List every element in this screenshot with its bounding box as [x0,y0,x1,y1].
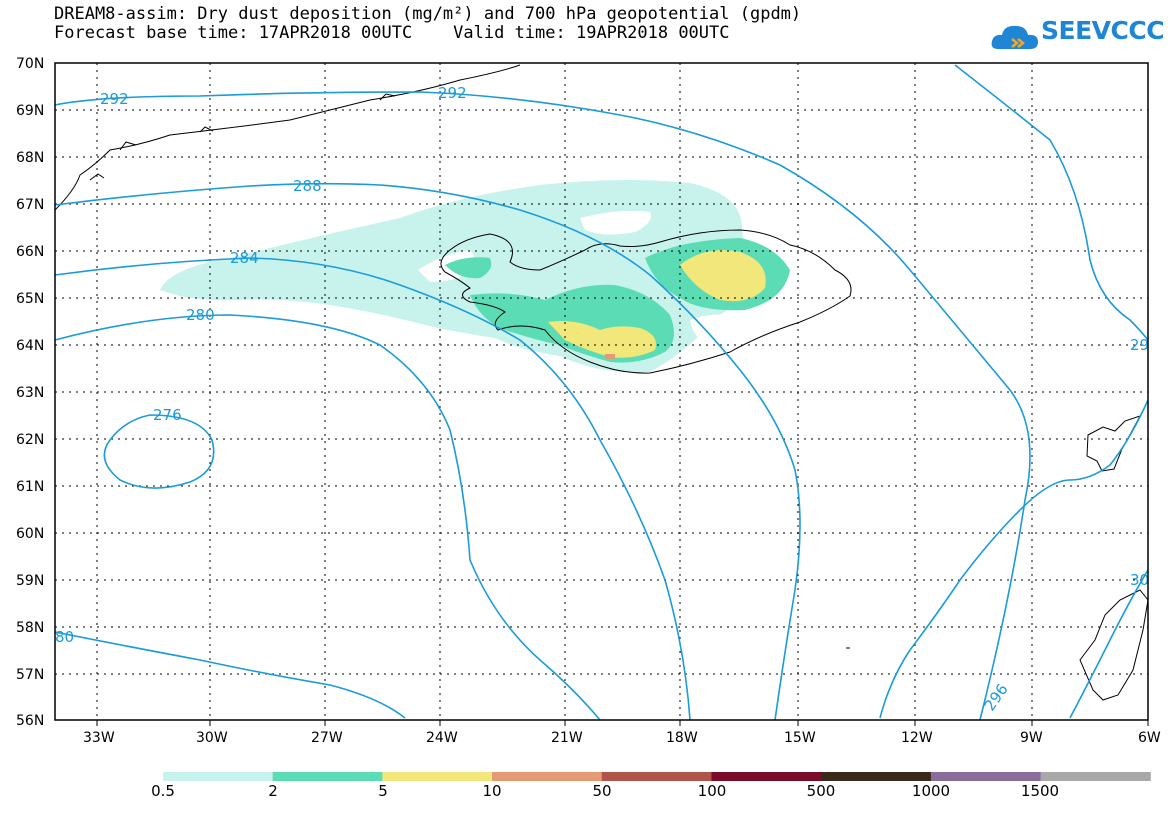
lon-label: 6W [1138,730,1161,746]
contour-label: 292 [100,90,129,108]
coastlines [54,64,1149,701]
lat-label: 62N [16,432,44,448]
legend-label: 500 [806,782,836,800]
legend-label: 1000 [911,782,951,800]
lon-label: 15W [784,730,816,746]
lat-label: 68N [16,150,44,166]
latitude-labels: 70N 69N 68N 67N 66N 65N 64N 63N 62N 61N … [16,56,44,729]
contour-label: 80 [55,628,74,646]
colorbar-swatch [930,772,1042,781]
legend-label: 5 [378,782,388,800]
lat-label: 58N [16,620,44,636]
lat-label: 66N [16,244,44,260]
contour-label: 288 [293,177,322,195]
lon-label: 30W [196,730,228,746]
colorbar-swatch [163,772,274,781]
lon-label: 12W [901,730,933,746]
lat-label: 60N [16,526,44,542]
lat-label: 67N [16,197,44,213]
lon-label: 24W [426,730,458,746]
longitude-labels: 33W 30W 27W 24W 21W 18W 15W 12W 9W 6W [83,730,1161,746]
lat-label: 57N [16,667,44,683]
contour-label: 30 [1130,571,1149,589]
legend-label: 0.5 [151,782,175,800]
cloud-icon [991,25,1038,49]
logo-text: SEEVCCC [1041,16,1165,45]
colorbar-swatch [492,772,603,781]
contour-label: 29 [1130,336,1149,354]
lat-label: 65N [16,291,44,307]
map-grid [55,63,1148,720]
lat-label: 70N [16,56,44,72]
lon-label: 21W [551,730,583,746]
legend-label: 10 [482,782,502,800]
contour-labels: 292 292 288 284 280 276 80 29 30 296 [55,84,1149,714]
colorbar-swatch [1040,772,1151,781]
lat-label: 59N [16,573,44,589]
contour-label: 280 [186,306,215,324]
geopotential-contours [54,64,1149,721]
legend-label: 100 [697,782,727,800]
colorbar [163,772,1151,781]
chart-title: DREAM8-assim: Dry dust deposition (mg/m²… [54,4,802,24]
legend-label: 1500 [1020,782,1060,800]
dust-deposition-shading [160,179,790,373]
contour-label: 284 [230,249,259,267]
colorbar-swatch [382,772,493,781]
legend-label: 50 [592,782,612,800]
colorbar-swatch [601,772,712,781]
lat-label: 69N [16,103,44,119]
lon-label: 9W [1020,730,1043,746]
lon-label: 18W [666,730,698,746]
colorbar-swatch [821,772,932,781]
lon-label: 27W [311,730,343,746]
lat-label: 63N [16,385,44,401]
contour-label: 276 [153,406,182,424]
legend-label: 2 [268,782,278,800]
colorbar-swatch [272,772,383,781]
chart-subtitle: Forecast base time: 17APR2018 00UTC Vali… [54,23,730,43]
lat-label: 64N [16,338,44,354]
lat-label: 56N [16,713,44,729]
contour-label: 296 [981,681,1012,715]
axis-ticks [96,720,1149,726]
lat-label: 61N [16,479,44,495]
map-frame [54,62,1149,721]
contour-label: 292 [438,84,467,102]
colorbar-swatch [711,772,822,781]
lon-label: 33W [83,730,115,746]
